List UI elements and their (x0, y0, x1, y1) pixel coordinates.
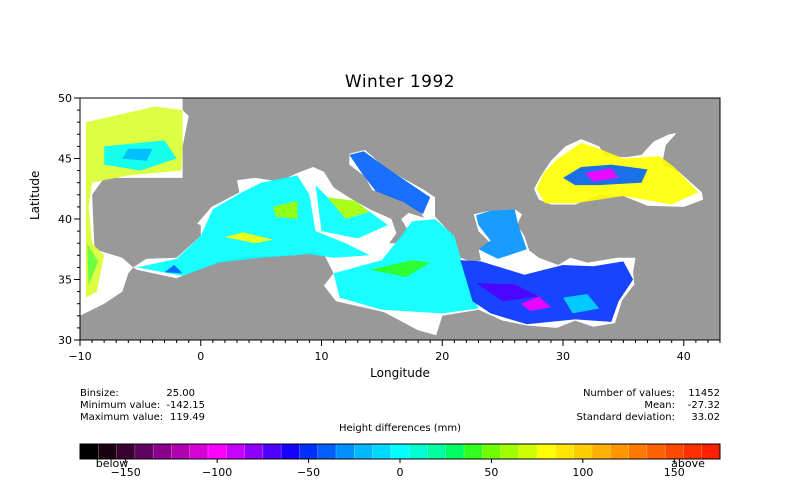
colorbar-tick-label: 100 (572, 466, 593, 479)
max-value-label: Maximum value: (80, 412, 164, 423)
wmed-cyan (136, 175, 370, 276)
emed-violet (476, 283, 539, 302)
axes: −10 0 10 20 30 40 30 35 40 45 50 (58, 92, 721, 363)
colorbar-below-label: below (96, 457, 129, 470)
blacksea-magenta (584, 168, 619, 182)
colorbar-segment (610, 444, 630, 459)
aegean-blue (476, 209, 527, 259)
colorbar-segment (555, 444, 575, 459)
x-tick-label: 30 (556, 350, 570, 363)
max-value: 119.49 (170, 412, 205, 423)
ionian-green (369, 260, 431, 278)
colorbar-segment (518, 444, 538, 459)
colorbar-segment (134, 444, 154, 459)
colorbar: −150 −100 −50 0 50 100 150 below above (79, 443, 721, 479)
colorbar-segment (409, 444, 428, 459)
y-tick-label: 30 (58, 334, 72, 347)
colorbar-tick-label: −100 (202, 466, 232, 479)
colorbar-segment (208, 444, 227, 459)
colorbar-segment (153, 444, 172, 459)
y-axis-label: Latitude (28, 170, 42, 220)
colorbar-title: Height differences (mm) (338, 423, 462, 434)
colorbar-segment (390, 444, 410, 459)
tyrrhenian-cyan (315, 185, 388, 239)
emed-cyan (563, 294, 600, 314)
std-value: 33.02 (691, 412, 720, 423)
y-tick-label: 35 (58, 274, 72, 287)
min-value: -142.15 (166, 400, 205, 411)
x-tick-label: −10 (68, 350, 91, 363)
binsize-value: 25.00 (166, 388, 195, 399)
colorbar-tick-label: 150 (664, 466, 685, 479)
colorbar-segment (701, 444, 721, 459)
wmed-green (273, 200, 298, 219)
colorbar-segment (244, 444, 264, 459)
colorbar-segment (262, 444, 282, 459)
colorbar-segment (646, 444, 666, 459)
count-value: 11452 (688, 388, 720, 399)
colorbar-tick-label: −50 (297, 466, 320, 479)
colorbar-segment (80, 444, 99, 459)
colorbar-segment (226, 444, 246, 459)
colorbar-segment (683, 444, 703, 459)
mean-value: -27.32 (687, 400, 720, 411)
wmed-yellow (224, 232, 274, 244)
colorbar-segment (537, 444, 556, 459)
colorbar-segment (98, 444, 118, 459)
adriatic-blue (349, 151, 431, 215)
colorbar-segment (482, 444, 502, 459)
tyrrhenian-green (327, 197, 370, 219)
x-tick-label: 20 (435, 350, 449, 363)
colorbar-tick-label: −150 (111, 466, 141, 479)
colorbar-segment (628, 444, 648, 459)
atlantic-blue (122, 148, 153, 161)
colorbar-segment (189, 444, 209, 459)
colorbar-segment (116, 444, 136, 459)
y-tick-label: 40 (58, 213, 72, 226)
wmed-blue (164, 265, 183, 274)
colorbar-segment (573, 444, 593, 459)
emed-magenta (520, 296, 551, 311)
y-tick-label: 50 (58, 92, 72, 105)
map-area (80, 98, 720, 340)
colorbar-segment (299, 444, 319, 459)
colorbar-above-label: above (671, 457, 705, 470)
colorbar-segment (464, 444, 483, 459)
x-tick-label: 0 (197, 350, 204, 363)
colorbar-segment (317, 444, 337, 459)
binsize-label: Binsize: (80, 388, 119, 399)
colorbar-segment (336, 444, 355, 459)
y-tick-label: 45 (58, 153, 72, 166)
colorbar-segment (171, 444, 191, 459)
x-tick-label: 40 (677, 350, 691, 363)
x-tick-label: 10 (315, 350, 329, 363)
colorbar-segment (372, 444, 392, 459)
colorbar-tick-label: 0 (397, 466, 404, 479)
colorbar-segment (281, 444, 300, 459)
colorbar-tick-label: 50 (484, 466, 498, 479)
mean-label: Mean: (644, 400, 675, 411)
colorbar-segment (354, 444, 374, 459)
x-axis-label: Longitude (370, 366, 430, 380)
colorbar-segment (427, 444, 447, 459)
atlantic-green (87, 243, 99, 286)
std-label: Standard deviation: (576, 412, 675, 423)
colorbar-segment (500, 444, 520, 459)
colorbar-segment (665, 444, 684, 459)
colorbar-segment (592, 444, 611, 459)
plot-title: Winter 1992 (344, 72, 456, 92)
count-label: Number of values: (582, 388, 675, 399)
colorbar-segment (445, 444, 465, 459)
min-value-label: Minimum value: (80, 400, 161, 411)
